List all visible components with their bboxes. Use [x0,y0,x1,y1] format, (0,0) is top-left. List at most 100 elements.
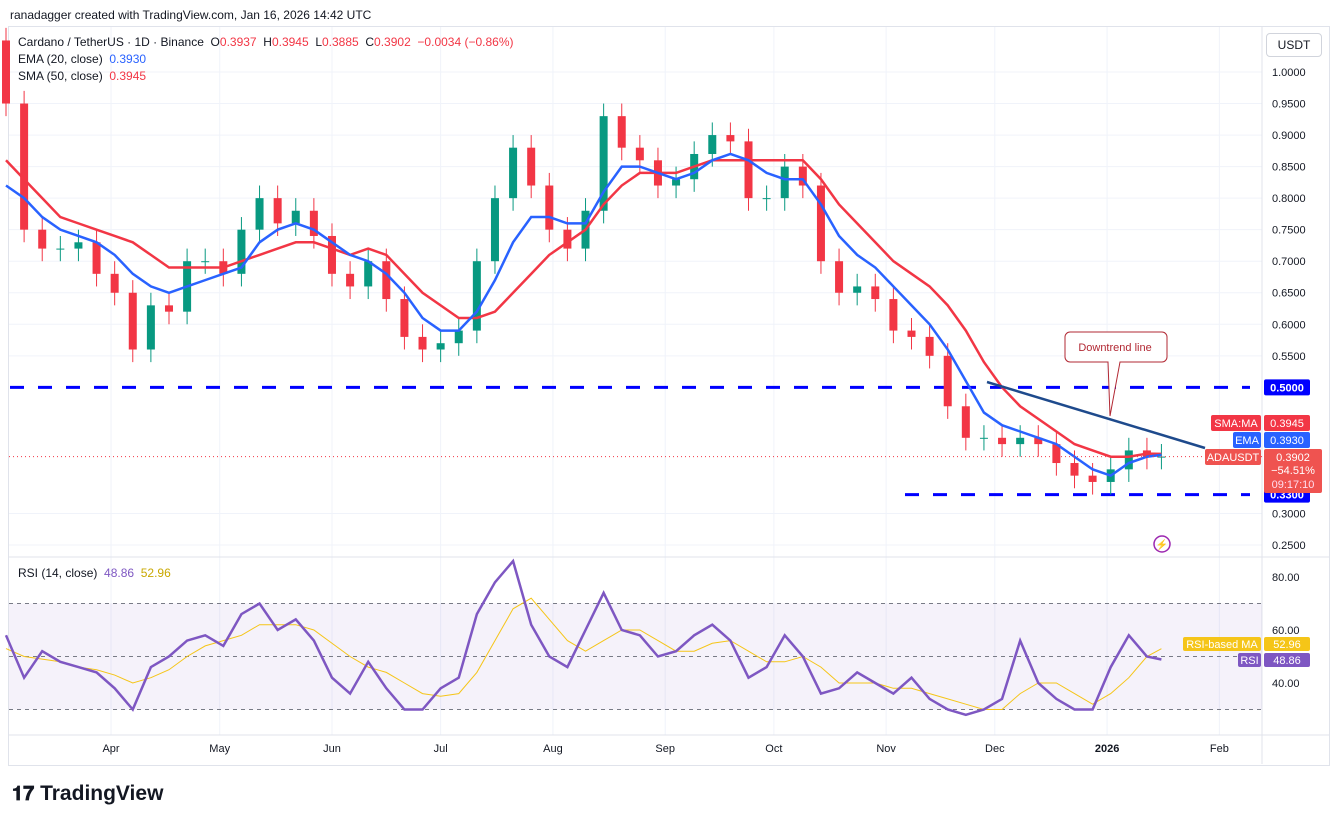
lightning-icon [1153,535,1171,553]
last-price-tag [1264,449,1322,493]
symbol-axis-tag [1205,449,1261,465]
sma50-line [5,159,1162,458]
countdown-label: 09:17:10 [1272,479,1315,491]
ema-legend-label[interactable]: EMA (20, close) [18,52,103,66]
candle-body [961,406,970,438]
x-tick-label: Oct [765,743,782,755]
candle-body [925,336,934,356]
open-label: O [210,35,220,49]
chart-legend: Cardano / TetherUS · 1D · Binance O0.393… [18,34,514,85]
rsi-ma-axis-tag [1183,637,1261,651]
close-value: 0.3902 [374,35,411,49]
y-tick-label: 0.6500 [1272,288,1306,300]
candle-body [1034,437,1043,445]
rsi-ma-value-tag [1264,637,1310,651]
tv-logo-icon: 𝟏𝟕 [12,783,35,805]
sma-price-tag [1264,415,1310,431]
candle-body [943,355,952,407]
candle-body [2,40,10,104]
candle-body [816,185,825,262]
currency-button[interactable]: USDT [1266,33,1322,57]
candle-body [1016,437,1025,445]
rsi-y-tick: 40.00 [1272,678,1300,690]
rsi-axis-tag [1238,653,1261,667]
change-value: −0.0034 (−0.86%) [417,35,514,49]
candle-body [979,437,988,439]
candle-body [744,141,753,199]
candle-body [382,261,391,300]
y-tick-label: 0.9000 [1272,130,1306,142]
ema-axis-tag [1233,432,1261,448]
y-tick-label: 0.2500 [1272,540,1306,552]
candle-body [835,261,844,293]
candle-body [400,299,409,337]
y-tick-label: 0.5500 [1272,351,1306,363]
candle-body [708,135,717,154]
candle-body [998,437,1007,445]
candle-body [418,336,427,350]
sma-legend-value: 0.3945 [109,69,147,83]
ema-price-label: 0.3930 [1270,435,1304,447]
last-price-label: 0.3902 [1276,452,1310,464]
candle-body [164,305,173,312]
rsi-y-tick: 60.00 [1272,625,1300,637]
candle-body [74,242,83,249]
callout-box [1064,331,1168,417]
rsi-ma-axis-label: RSI-based MA [1186,639,1258,651]
candle-body [509,147,518,199]
candle-body [20,103,29,230]
candle-body [146,305,155,350]
sma-axis-tag [1211,415,1261,431]
x-tick-label: Apr [102,743,119,755]
symbol-title: Cardano / TetherUS · 1D · Binance [18,35,204,49]
candle-body [672,179,681,186]
x-tick-label: Jul [434,743,448,755]
candle-body [889,299,898,331]
tradingview-logo: 𝟏𝟕 TradingView [12,782,163,806]
y-tick-label: 0.6000 [1272,319,1306,331]
x-tick-label: Dec [985,743,1005,755]
x-tick-label: 2026 [1095,743,1119,755]
low-label: L [315,35,322,49]
y-tick-label: 0.8000 [1272,193,1306,205]
high-value: 0.3945 [271,35,309,49]
brand-name: TradingView [40,782,164,805]
chart-frame [8,26,1330,766]
candle-body [273,198,282,224]
candle-body [309,210,318,236]
close-label: C [365,35,375,49]
candle-body [255,198,264,230]
candle-body [726,135,735,142]
candle-body [92,242,101,274]
callout-text: Downtrend line [1078,342,1151,354]
candle-body [617,116,626,148]
candle-body [1070,463,1079,476]
rsi-axis-label: RSI [1240,655,1258,667]
pct-change-label: −54.51% [1271,465,1315,477]
candle-body [599,116,608,211]
sma-axis-label: SMA:MA [1214,418,1258,430]
candle-body [346,273,355,287]
ema-legend-value: 0.3930 [109,52,147,66]
candle-body [1124,450,1133,470]
rsi-legend-value: 48.86 [104,566,135,580]
rsi-line [4,558,1162,717]
candle-body [472,261,481,331]
open-value: 0.3937 [219,35,257,49]
candle-body [871,286,880,300]
candle-body [436,343,445,350]
candle-body [38,229,47,249]
sma-price-label: 0.3945 [1270,418,1304,430]
candle-body [237,229,246,274]
candle-body [798,166,807,186]
sma-legend-label[interactable]: SMA (50, close) [18,69,103,83]
rsi-ma-line [5,597,1162,710]
level-price-tag [1264,379,1310,396]
rsi-legend-label[interactable]: RSI (14, close) [18,566,98,580]
rsi-y-tick: 80.00 [1272,572,1300,584]
x-tick-label: Nov [876,743,896,755]
x-tick-label: May [209,743,230,755]
candle-body [762,198,771,200]
y-tick-label: 1.0000 [1272,67,1306,79]
